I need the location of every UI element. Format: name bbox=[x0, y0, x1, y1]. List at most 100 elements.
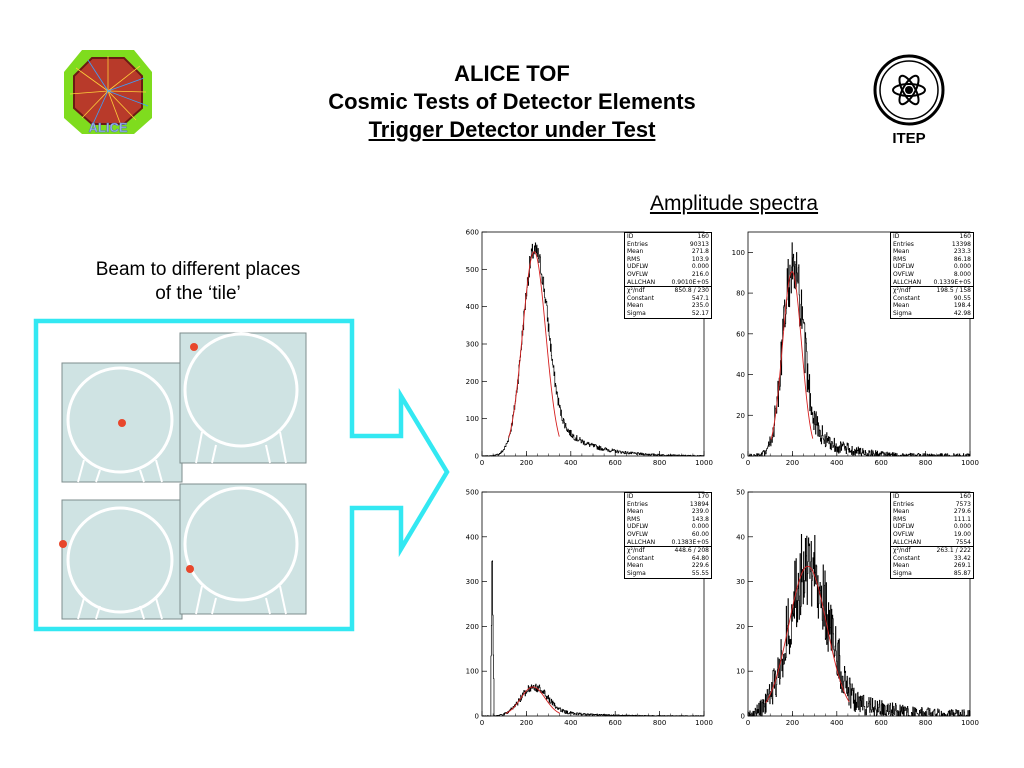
stats-row: UDFLW 0.000 bbox=[627, 523, 709, 531]
hist-4-ytick-label: 10 bbox=[736, 668, 745, 676]
stats-row: OVFLW 216.0 bbox=[627, 271, 709, 279]
title-line-3: Trigger Detector under Test bbox=[368, 117, 656, 142]
stats-value: 90313 bbox=[689, 240, 709, 248]
stats-row: χ²/ndf 198.5 / 158 bbox=[893, 287, 971, 295]
stats-value: 160 bbox=[697, 233, 709, 240]
hist-3-ytick-label: 100 bbox=[466, 668, 479, 676]
hist-4-xtick-label: 1000 bbox=[961, 719, 979, 727]
stats-row: Constant 90.55 bbox=[893, 295, 971, 303]
stats-key: χ²/ndf bbox=[627, 287, 645, 295]
stats-value: 0.000 bbox=[953, 263, 971, 271]
stats-value: 271.8 bbox=[691, 248, 709, 256]
hist-2-xtick-label: 800 bbox=[919, 459, 932, 467]
hist-1-xtick-label: 600 bbox=[609, 459, 622, 467]
stats-row: Mean 271.8 bbox=[627, 248, 709, 256]
slide-title: ALICE TOF Cosmic Tests of Detector Eleme… bbox=[240, 60, 784, 144]
hist-2-ytick-label: 0 bbox=[741, 453, 745, 461]
stats-row: UDFLW 0.000 bbox=[893, 523, 971, 531]
stats-separator bbox=[891, 286, 973, 288]
stats-value: 90.55 bbox=[953, 294, 971, 302]
stats-value: 19.00 bbox=[953, 530, 971, 538]
stats-row: χ²/ndf 850.8 / 230 bbox=[627, 287, 709, 295]
stats-row: Constant 33.42 bbox=[893, 555, 971, 563]
stats-key: ID bbox=[627, 493, 634, 500]
hist-3-fit-curve bbox=[505, 686, 561, 714]
hist-4-ytick-label: 50 bbox=[736, 489, 745, 497]
stats-key: OVFLW bbox=[627, 530, 648, 538]
beam-spot-2 bbox=[118, 419, 126, 427]
stats-row: Entries 90313 bbox=[627, 241, 709, 249]
beam-spot-1 bbox=[190, 343, 198, 351]
histogram-plot-4: 0 10 20 30 40 50 0 200 400 600 800 1000 ID 160 Entrie… bbox=[722, 488, 992, 728]
stats-row: Entries 13894 bbox=[627, 501, 709, 509]
hist-1-xtick-label: 400 bbox=[564, 459, 577, 467]
stats-row: χ²/ndf 448.6 / 208 bbox=[627, 547, 709, 555]
stats-value: 216.0 bbox=[691, 270, 709, 278]
stats-key: Mean bbox=[893, 562, 910, 570]
hist-4-xtick-label: 400 bbox=[830, 719, 843, 727]
stats-key: Constant bbox=[627, 294, 654, 302]
stats-key: OVFLW bbox=[893, 530, 914, 538]
hist-3-xtick-label: 0 bbox=[480, 719, 484, 727]
stats-value: 85.87 bbox=[953, 569, 971, 577]
hist-1-ytick-label: 0 bbox=[475, 453, 479, 461]
stats-row: OVFLW 19.00 bbox=[893, 531, 971, 539]
stats-value: 143.8 bbox=[691, 515, 709, 523]
stats-key: Constant bbox=[893, 554, 920, 562]
stats-row: ID 160 bbox=[893, 493, 971, 501]
stats-row: ID 160 bbox=[627, 233, 709, 241]
stats-value: 7573 bbox=[955, 500, 971, 508]
stats-row: Entries 7573 bbox=[893, 501, 971, 509]
stats-key: ID bbox=[627, 233, 634, 240]
stats-key: UDFLW bbox=[627, 523, 649, 531]
hist-4-fit-curve bbox=[765, 565, 850, 703]
stats-key: ALLCHAN bbox=[627, 278, 656, 286]
stats-row: ALLCHAN 0.1383E+05 bbox=[627, 539, 709, 547]
stats-separator bbox=[625, 286, 711, 288]
stats-row: ALLCHAN 0.1339E+05 bbox=[893, 279, 971, 287]
tile-top-right bbox=[179, 332, 307, 464]
stats-value: 0.1339E+05 bbox=[933, 278, 971, 286]
stats-row: ID 170 bbox=[627, 493, 709, 501]
tile-bottom-left bbox=[61, 499, 183, 620]
stats-row: ALLCHAN 7554 bbox=[893, 539, 971, 547]
hist-3-ytick-label: 200 bbox=[466, 623, 479, 631]
alice-logo: ALICE bbox=[62, 48, 154, 136]
stats-key: ID bbox=[893, 493, 900, 500]
stats-value: 8.000 bbox=[953, 270, 971, 278]
stats-value: 235.0 bbox=[691, 302, 709, 310]
histogram-plot-2: 0 20 40 60 80 100 0 200 400 600 800 1000 ID 160 Entri… bbox=[722, 228, 992, 468]
stats-box-1: ID 160 Entries 90313 Mean 271.8 RMS 103.9 UDFLW 0… bbox=[624, 232, 712, 319]
stats-row: UDFLW 0.000 bbox=[627, 263, 709, 271]
stats-value: 52.17 bbox=[691, 309, 709, 317]
itep-logo-text: ITEP bbox=[892, 130, 926, 147]
hist-1-ytick-label: 300 bbox=[466, 341, 479, 349]
hist-2-ytick-label: 100 bbox=[732, 249, 745, 257]
stats-value: 229.6 bbox=[691, 562, 709, 570]
stats-row: OVFLW 8.000 bbox=[893, 271, 971, 279]
hist-3-xtick-label: 1000 bbox=[695, 719, 713, 727]
beam-caption-line-2: of the ‘tile’ bbox=[155, 283, 241, 304]
stats-value: 111.1 bbox=[953, 515, 971, 523]
hist-1-xtick-label: 1000 bbox=[695, 459, 713, 467]
hist-2-bins bbox=[747, 242, 970, 457]
hist-2-xtick-label: 0 bbox=[746, 459, 750, 467]
hist-3-ytick-label: 400 bbox=[466, 533, 479, 541]
hist-3-xtick-label: 600 bbox=[609, 719, 622, 727]
stats-key: RMS bbox=[627, 255, 641, 263]
stats-key: ID bbox=[893, 233, 900, 240]
stats-key: Sigma bbox=[893, 309, 912, 317]
stats-value: 60.00 bbox=[691, 530, 709, 538]
histogram-plot-3: 0 100 200 300 400 500 0 200 400 600 800 1000 ID 170 E… bbox=[456, 488, 726, 728]
stats-row: RMS 143.8 bbox=[627, 516, 709, 524]
stats-key: UDFLW bbox=[893, 263, 915, 271]
stats-key: RMS bbox=[627, 515, 641, 523]
stats-value: 13398 bbox=[951, 240, 971, 248]
stats-key: ALLCHAN bbox=[627, 538, 656, 546]
tile-bottom-right bbox=[179, 483, 307, 615]
stats-box-4: ID 160 Entries 7573 Mean 279.6 RMS 111.1 UDFLW 0.… bbox=[890, 492, 974, 579]
stats-row: ID 160 bbox=[893, 233, 971, 241]
stats-row: RMS 103.9 bbox=[627, 256, 709, 264]
stats-value: 239.0 bbox=[691, 508, 709, 516]
